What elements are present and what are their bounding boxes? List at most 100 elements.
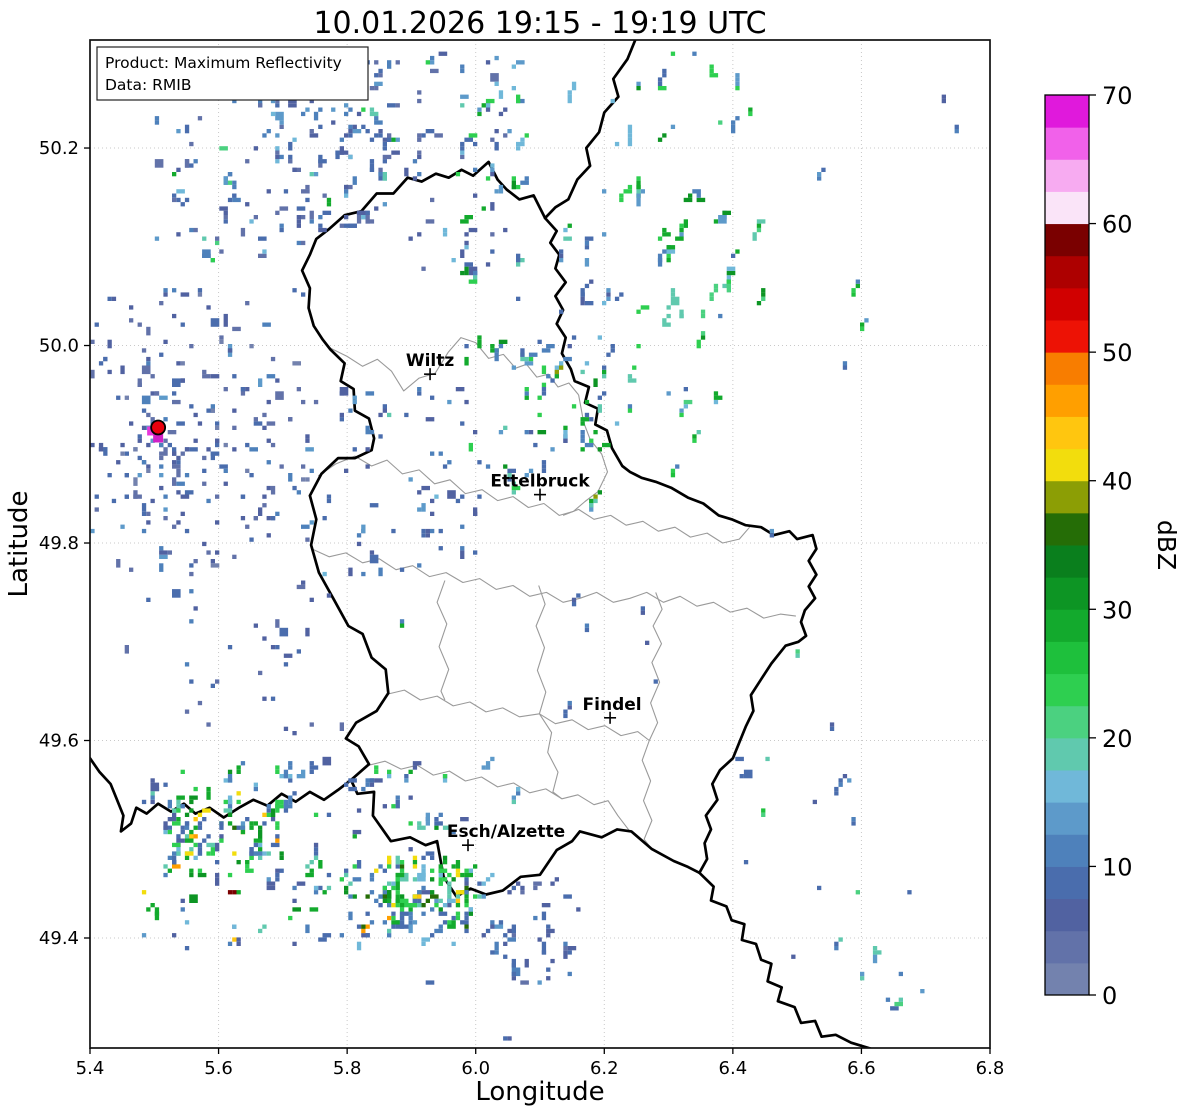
echo-pixel	[735, 73, 740, 78]
echo-pixel	[391, 903, 396, 908]
echo-pixel	[576, 907, 581, 912]
x-tick-label: 6.8	[976, 1058, 1005, 1079]
echo-pixel	[528, 352, 538, 357]
echo-pixel	[485, 103, 491, 108]
echo-pixel	[498, 339, 508, 344]
colorbar-band	[1045, 930, 1089, 964]
echo-pixel	[417, 98, 422, 104]
echo-pixel	[275, 834, 280, 839]
echo-pixel	[541, 382, 547, 387]
echo-pixel	[597, 408, 602, 413]
echo-pixel	[215, 550, 220, 555]
echo-pixel	[322, 193, 327, 198]
echo-pixel	[374, 73, 379, 78]
echo-pixel	[589, 498, 594, 504]
echo-pixel	[223, 210, 228, 215]
echo-pixel	[305, 197, 310, 203]
x-tick-label: 6.6	[847, 1058, 876, 1079]
echo-pixel	[184, 197, 190, 203]
echo-pixel	[356, 946, 362, 951]
echo-pixel	[679, 408, 684, 413]
echo-pixel	[580, 301, 585, 306]
echo-pixel	[146, 520, 151, 525]
echo-pixel	[369, 163, 375, 172]
echo-pixel	[602, 189, 607, 194]
echo-pixel	[215, 438, 220, 443]
echo-pixel	[318, 159, 327, 164]
echo-pixel	[309, 860, 314, 865]
echo-pixel	[563, 425, 568, 430]
echo-pixel	[236, 941, 241, 946]
echo-pixel	[503, 227, 508, 233]
echo-pixel	[460, 103, 465, 108]
echo-pixel	[460, 141, 465, 147]
echo-pixel	[606, 288, 611, 293]
echo-pixel	[421, 903, 426, 908]
colorbar-band	[1045, 673, 1089, 707]
echo-pixel	[275, 619, 280, 628]
echo-pixel	[382, 804, 387, 809]
echo-pixel	[412, 898, 418, 903]
echo-pixel	[227, 890, 233, 895]
echo-pixel	[240, 761, 246, 766]
echo-pixel	[197, 116, 203, 121]
echo-pixel	[223, 322, 228, 327]
echo-pixel	[266, 516, 271, 521]
echo-pixel	[275, 103, 280, 108]
echo-pixel	[584, 399, 590, 405]
echo-pixel	[275, 804, 280, 809]
echo-pixel	[382, 885, 387, 891]
echo-pixel	[468, 442, 473, 452]
echo-pixel	[184, 709, 190, 714]
echo-pixel	[369, 550, 375, 555]
echo-pixel	[193, 786, 198, 792]
echo-pixel	[593, 498, 598, 504]
echo-pixel	[176, 817, 181, 822]
echo-pixel	[838, 937, 843, 942]
echo-pixel	[202, 369, 207, 375]
echo-pixel	[288, 98, 297, 104]
echo-pixel	[197, 821, 203, 826]
echo-pixel	[597, 490, 602, 495]
echo-pixel	[180, 202, 185, 207]
echo-pixel	[464, 894, 469, 899]
echo-pixel	[460, 68, 465, 74]
x-tick-label: 5.6	[204, 1058, 233, 1079]
echo-pixel	[369, 872, 375, 878]
echo-pixel	[240, 825, 246, 830]
echo-pixel	[610, 344, 615, 349]
echo-pixel	[34, 370, 43, 374]
echo-pixel	[352, 124, 357, 129]
echo-pixel	[65, 447, 69, 451]
echo-pixel	[120, 524, 125, 529]
colorbar-band	[1045, 962, 1089, 996]
echo-pixel	[860, 326, 865, 332]
echo-pixel	[137, 434, 142, 439]
echo-pixel	[249, 537, 254, 542]
echo-pixel	[653, 679, 658, 684]
echo-pixel	[589, 503, 594, 508]
echo-pixel	[584, 361, 590, 366]
echo-pixel	[253, 851, 263, 856]
y-tick-label: 49.4	[39, 928, 79, 949]
echo-pixel	[193, 855, 198, 860]
colorbar-band	[1045, 480, 1089, 514]
echo-pixel	[464, 137, 473, 142]
canton-border-line	[562, 508, 751, 544]
echo-pixel	[129, 318, 134, 323]
echo-pixel	[189, 447, 198, 452]
echo-pixel	[490, 344, 495, 349]
echo-pixel	[197, 421, 203, 426]
echo-pixel	[232, 374, 237, 379]
echo-pixel	[438, 546, 443, 551]
echo-pixel	[860, 971, 865, 977]
echo-pixel	[253, 215, 258, 220]
echo-pixel	[176, 799, 181, 805]
echo-pixel	[954, 124, 959, 129]
echo-pixel	[460, 494, 465, 499]
echo-pixel	[421, 911, 426, 916]
colorbar-band	[1045, 352, 1089, 385]
echo-pixel	[189, 868, 194, 873]
echo-pixel	[666, 305, 671, 310]
echo-pixel	[606, 352, 611, 357]
